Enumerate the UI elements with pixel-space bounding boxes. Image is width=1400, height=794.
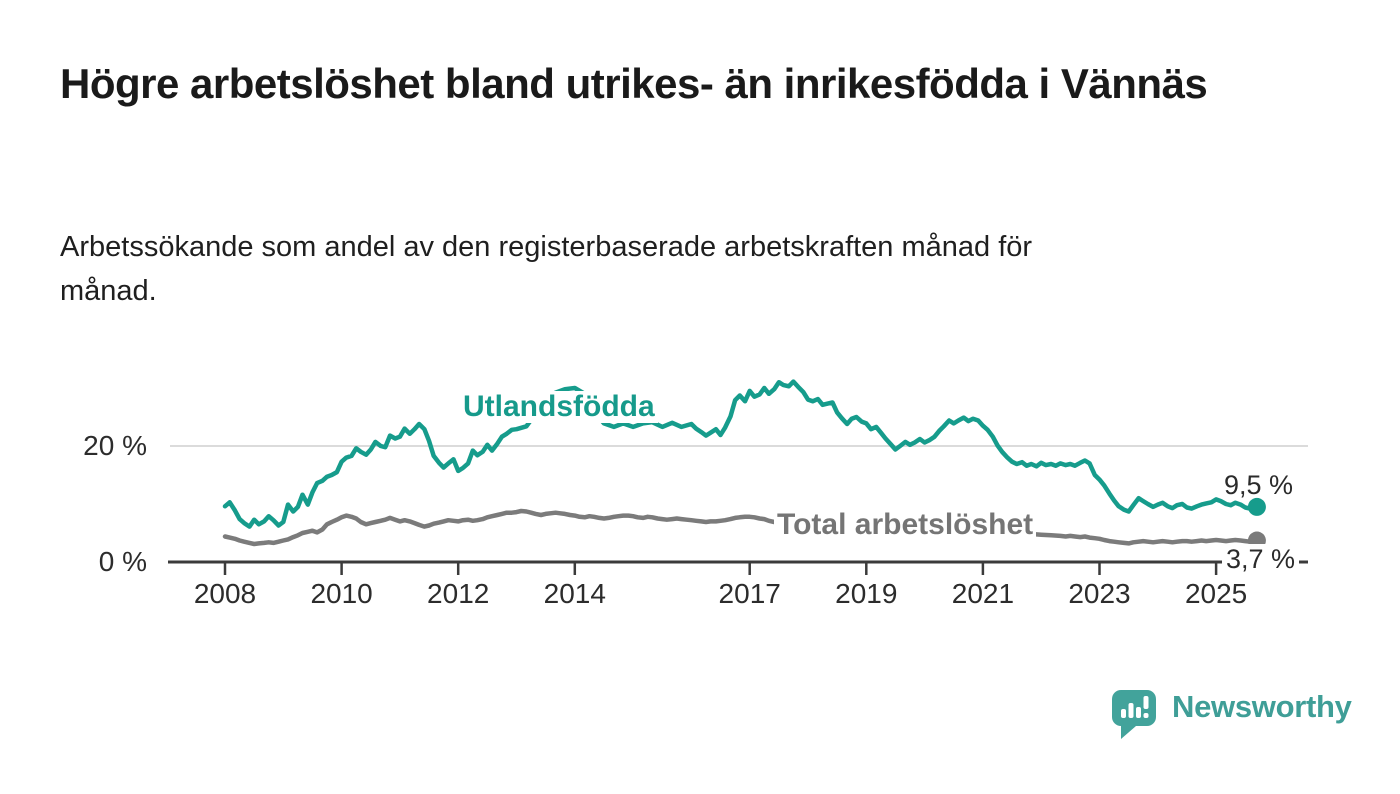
chart-subtitle: Arbetssökande som andel av den registerb… (60, 231, 1033, 307)
x-axis-label: 2012 (427, 578, 489, 609)
x-axis-label: 2025 (1185, 578, 1247, 609)
bar-chart-bubble-icon (1112, 690, 1156, 739)
x-axis-label: 2023 (1068, 578, 1130, 609)
series-label-utlandsfodda: Utlandsfödda (460, 391, 658, 423)
x-axis-label: 2008 (194, 578, 256, 609)
newsworthy-logo: Newsworthy (1110, 688, 1352, 739)
y-axis-label: 20 % (83, 430, 147, 461)
x-axis-label: 2010 (310, 578, 372, 609)
x-axis-label: 2017 (719, 578, 781, 609)
series-label-total-arbetsloshet: Total arbetslöshet (774, 509, 1037, 541)
series-line-utlandsf-dda (222, 379, 1260, 529)
series-line-total-arbetsl-shet (222, 508, 1260, 547)
x-axis-label: 2021 (952, 578, 1014, 609)
end-value-label-total: 3,7 % (1222, 544, 1300, 575)
series-end-dot-utlandsf-dda (1247, 497, 1266, 516)
end-value-label-utlandsfodda: 9,5 % (1224, 470, 1294, 500)
y-axis-label: 0 % (99, 546, 147, 577)
newsworthy-wordmark: Newsworthy (1172, 689, 1352, 724)
x-axis-label: 2014 (544, 578, 606, 609)
chart-title: Högre arbetslöshet bland utrikes- än inr… (60, 60, 1208, 107)
x-axis-label: 2019 (835, 578, 897, 609)
